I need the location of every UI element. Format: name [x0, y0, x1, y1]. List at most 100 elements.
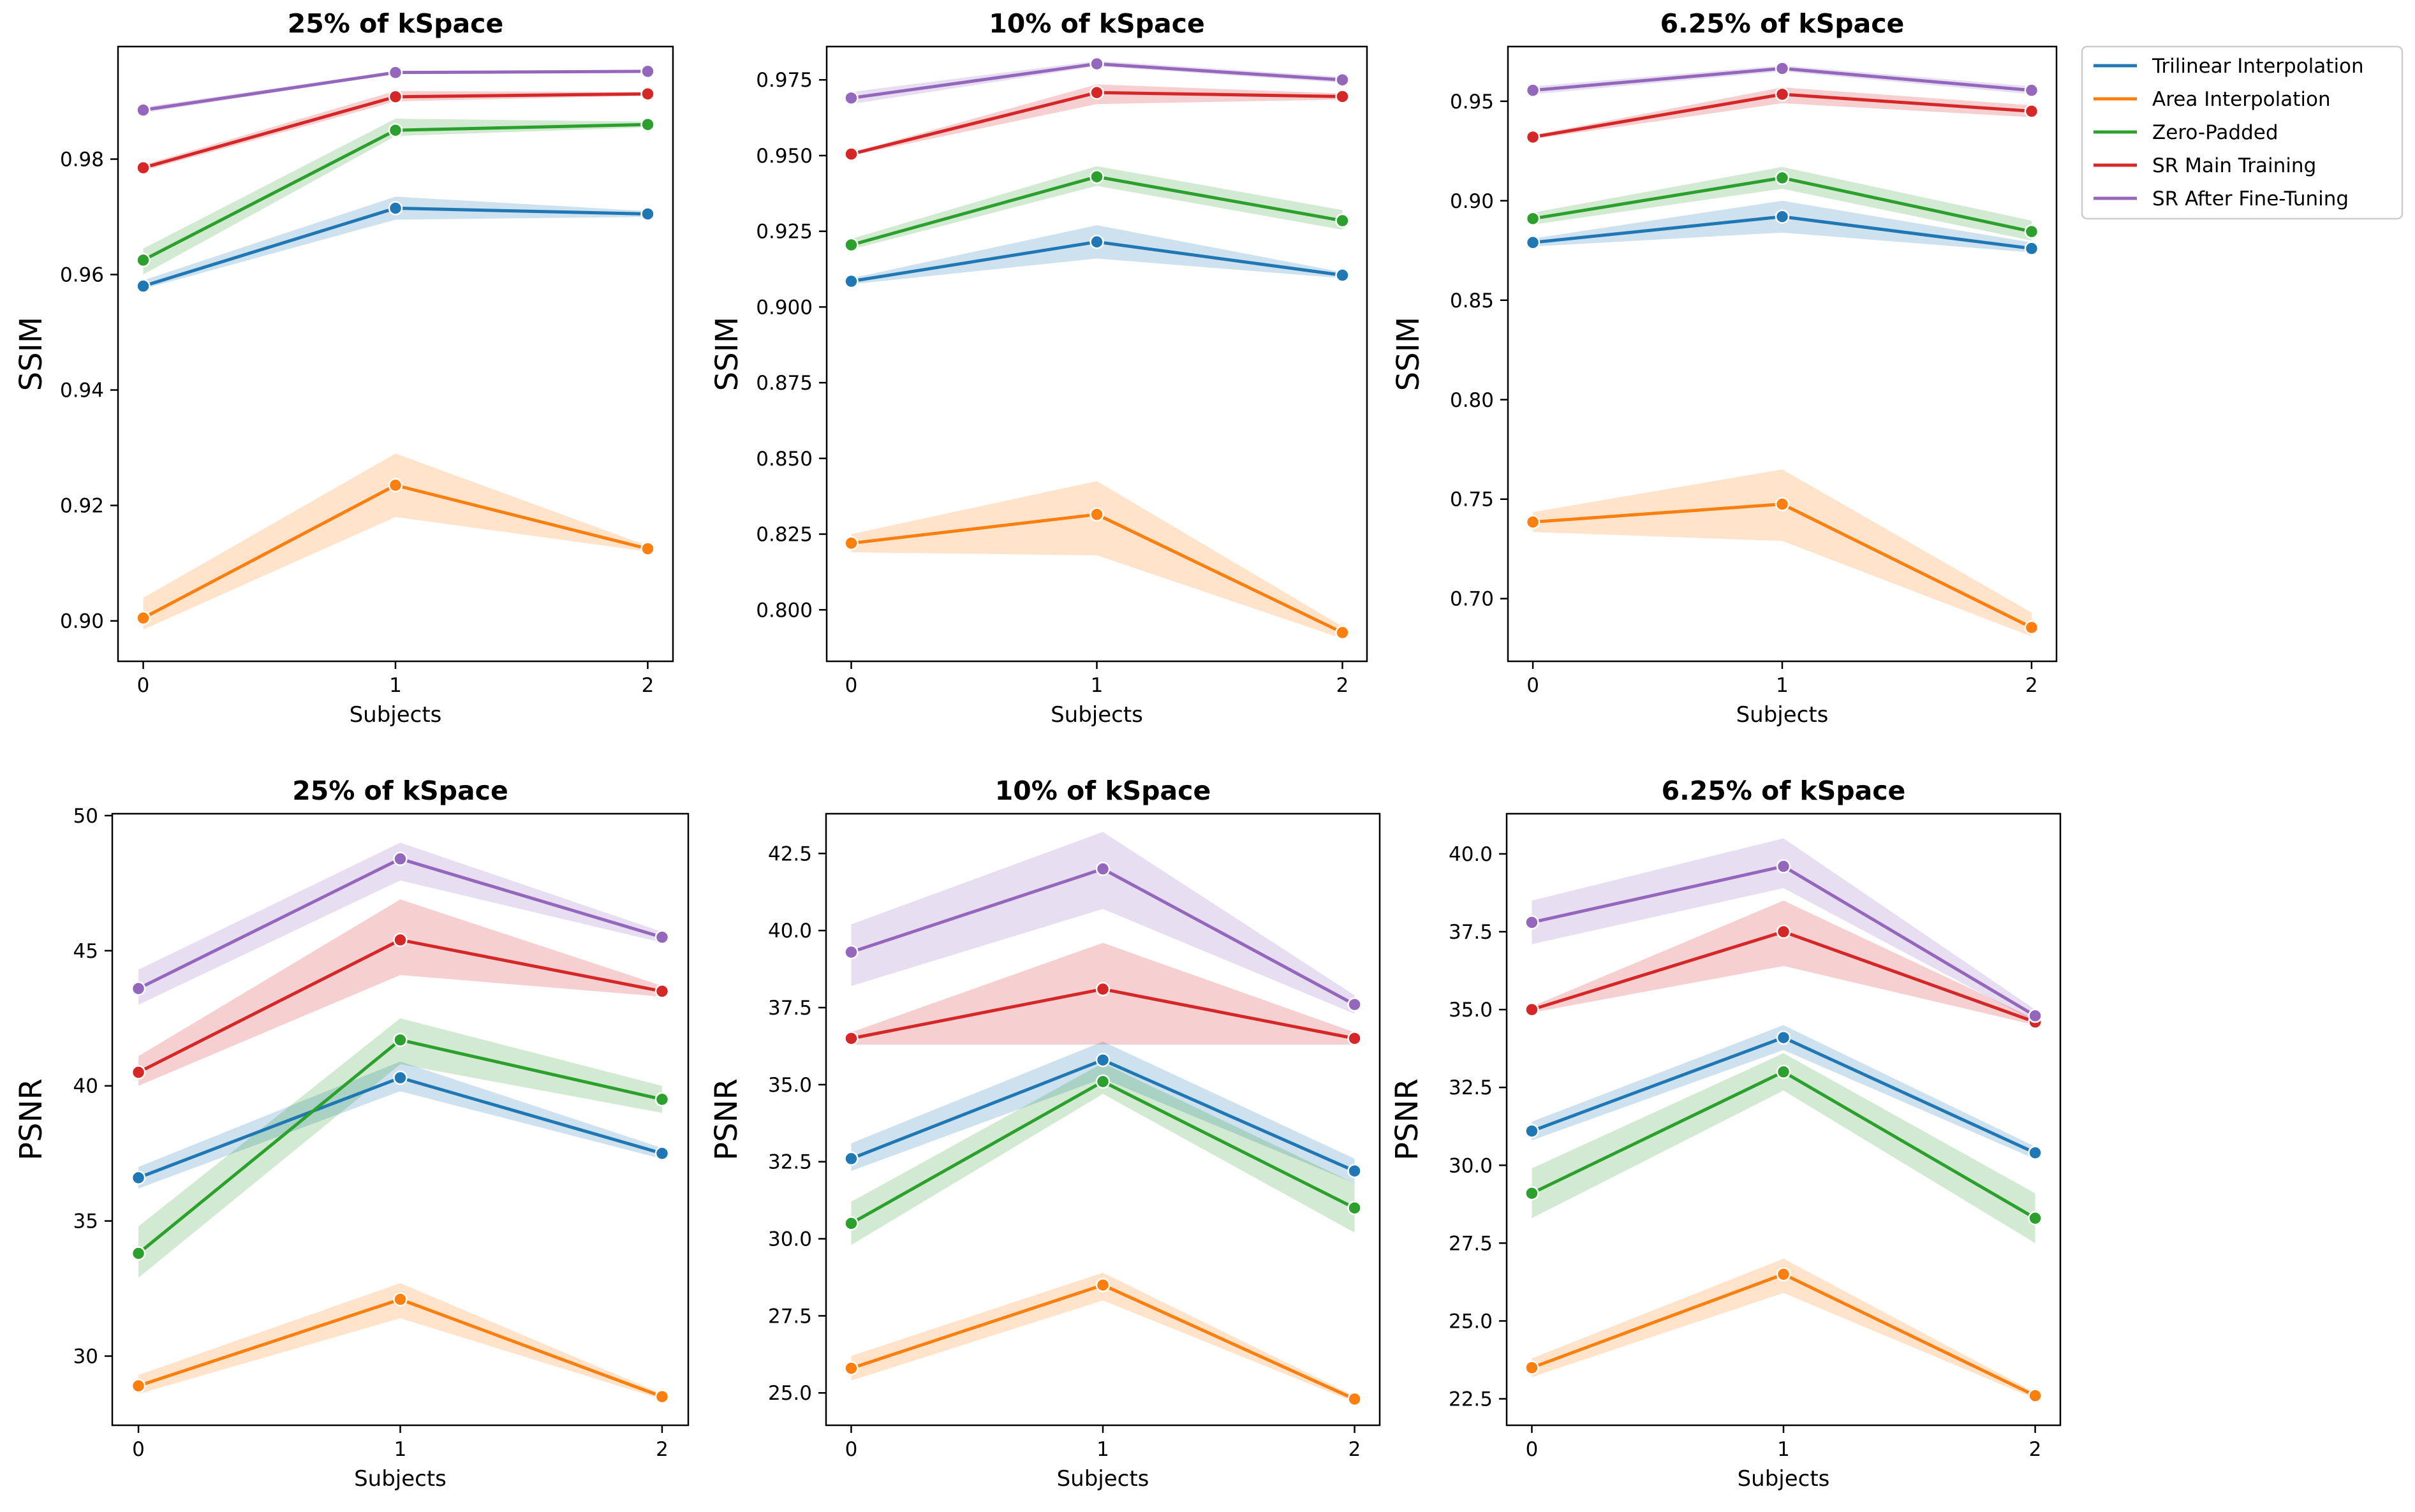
- x-tick-label: 2: [2029, 1438, 2042, 1461]
- series-line: [850, 1283, 1355, 1401]
- ci-band: [851, 1041, 1355, 1184]
- data-point: [844, 944, 859, 960]
- y-axis-label: PSNR: [13, 1078, 49, 1161]
- data-point: [1089, 85, 1104, 100]
- y-tick-label: 0.96: [60, 264, 104, 287]
- x-tick-label: 2: [2025, 674, 2038, 697]
- x-tick-label: 0: [1526, 1438, 1539, 1461]
- ci-band: [138, 1061, 662, 1189]
- x-tick-label: 0: [132, 1438, 145, 1461]
- data-point: [1776, 1030, 1791, 1045]
- x-tick-label: 1: [1097, 1438, 1109, 1461]
- y-tick-label: 0.925: [756, 221, 813, 244]
- ci-band: [138, 1018, 662, 1278]
- y-tick-label: 0.85: [1450, 290, 1494, 312]
- data-point: [1347, 1031, 1362, 1046]
- x-axis-label: Subjects: [1057, 1466, 1149, 1492]
- data-point: [844, 1361, 859, 1376]
- ci-band: [851, 225, 1343, 284]
- data-point: [844, 536, 859, 551]
- y-tick-label: 40.0: [1449, 843, 1493, 866]
- data-point: [640, 207, 655, 221]
- y-tick-label: 45: [73, 940, 98, 963]
- data-point: [388, 89, 403, 104]
- y-tick-label: 35.0: [1449, 999, 1493, 1022]
- y-tick-label: 25.0: [768, 1382, 812, 1405]
- x-axis-label: Subjects: [1738, 1466, 1830, 1492]
- ci-band: [1532, 838, 2035, 1022]
- y-tick-label: 0.70: [1450, 588, 1494, 611]
- y-tick-label: 25.0: [1449, 1310, 1493, 1333]
- y-tick-label: 0.850: [756, 448, 813, 471]
- subplot-6: 0 1 2 22.5 25.0 27.5 30.0 32.5 35.0 37.5 40.0 6.25%…: [1389, 775, 2062, 1492]
- data-point: [2028, 1008, 2042, 1024]
- legend-label: Zero-Padded: [2152, 121, 2278, 144]
- data-point: [1347, 997, 1362, 1012]
- y-tick-label: 0.950: [756, 145, 813, 168]
- x-axis-label: Subjects: [1051, 702, 1143, 728]
- y-tick-label: 0.900: [756, 296, 813, 319]
- y-tick-label: 40.0: [768, 920, 812, 943]
- ci-band: [851, 481, 1343, 639]
- data-point: [2024, 83, 2039, 98]
- data-point: [640, 64, 655, 79]
- data-point: [1095, 1277, 1111, 1293]
- y-tick-label: 0.80: [1450, 389, 1494, 412]
- data-point: [1775, 61, 1790, 76]
- data-point: [1089, 507, 1104, 522]
- data-point: [1775, 209, 1790, 224]
- data-point: [136, 160, 151, 175]
- data-point: [844, 147, 859, 161]
- legend-label: Trilinear Interpolation: [2152, 55, 2364, 78]
- data-point: [1525, 1124, 1539, 1138]
- y-tick-label: 0.90: [1450, 190, 1494, 213]
- y-tick-label: 0.975: [756, 69, 813, 92]
- x-tick-label: 2: [1336, 674, 1349, 697]
- x-axis-label: Subjects: [354, 1466, 447, 1492]
- data-point: [1095, 862, 1111, 876]
- y-tick-label: 42.5: [768, 842, 812, 865]
- data-point: [1335, 625, 1350, 640]
- data-point: [393, 1032, 408, 1047]
- data-point: [844, 91, 859, 105]
- data-point: [131, 1246, 146, 1261]
- legend: Trilinear Interpolation Area Interpolatio…: [2081, 45, 2404, 220]
- legend-label: SR After Fine-Tuning: [2152, 187, 2349, 210]
- data-point: [1095, 1074, 1111, 1089]
- x-axis-label: Subjects: [350, 702, 442, 728]
- x-axis-label: Subjects: [1736, 702, 1829, 728]
- data-point: [393, 851, 408, 867]
- data-point: [844, 237, 859, 253]
- data-point: [2024, 241, 2039, 256]
- y-tick-label: 40: [73, 1075, 98, 1098]
- x-tick-label: 0: [137, 674, 150, 697]
- x-tick-label: 0: [845, 1438, 858, 1461]
- x-tick-label: 1: [1091, 674, 1104, 697]
- data-point: [136, 103, 151, 117]
- y-tick-label: 35.0: [768, 1074, 812, 1097]
- subplot-3: 0 1 2 0.70 0.75 0.80 0.85 0.90 0.95 6.25% of kSpa…: [1391, 8, 2058, 728]
- data-point: [1089, 235, 1104, 249]
- data-point: [2024, 224, 2039, 239]
- data-point: [393, 1292, 408, 1307]
- data-point: [388, 65, 403, 80]
- ci-band: [851, 1063, 1355, 1245]
- data-point: [388, 201, 403, 216]
- data-point: [1335, 213, 1350, 228]
- data-point: [388, 122, 403, 138]
- data-point: [654, 1146, 670, 1161]
- subplot-title: 10% of kSpace: [995, 775, 1211, 806]
- x-tick-label: 0: [1526, 674, 1539, 697]
- data-point: [1775, 170, 1790, 186]
- ci-band: [1533, 200, 2032, 253]
- data-point: [1347, 1163, 1362, 1178]
- data-point: [1525, 915, 1539, 930]
- legend-label: Area Interpolation: [2152, 88, 2331, 111]
- y-tick-label: 0.825: [756, 524, 813, 547]
- data-point: [640, 86, 655, 101]
- data-point: [1095, 1052, 1111, 1068]
- ci-band: [1533, 469, 2032, 637]
- y-tick-label: 0.92: [60, 495, 104, 518]
- ci-band: [851, 1272, 1355, 1402]
- subplot-title: 6.25% of kSpace: [1660, 8, 1905, 39]
